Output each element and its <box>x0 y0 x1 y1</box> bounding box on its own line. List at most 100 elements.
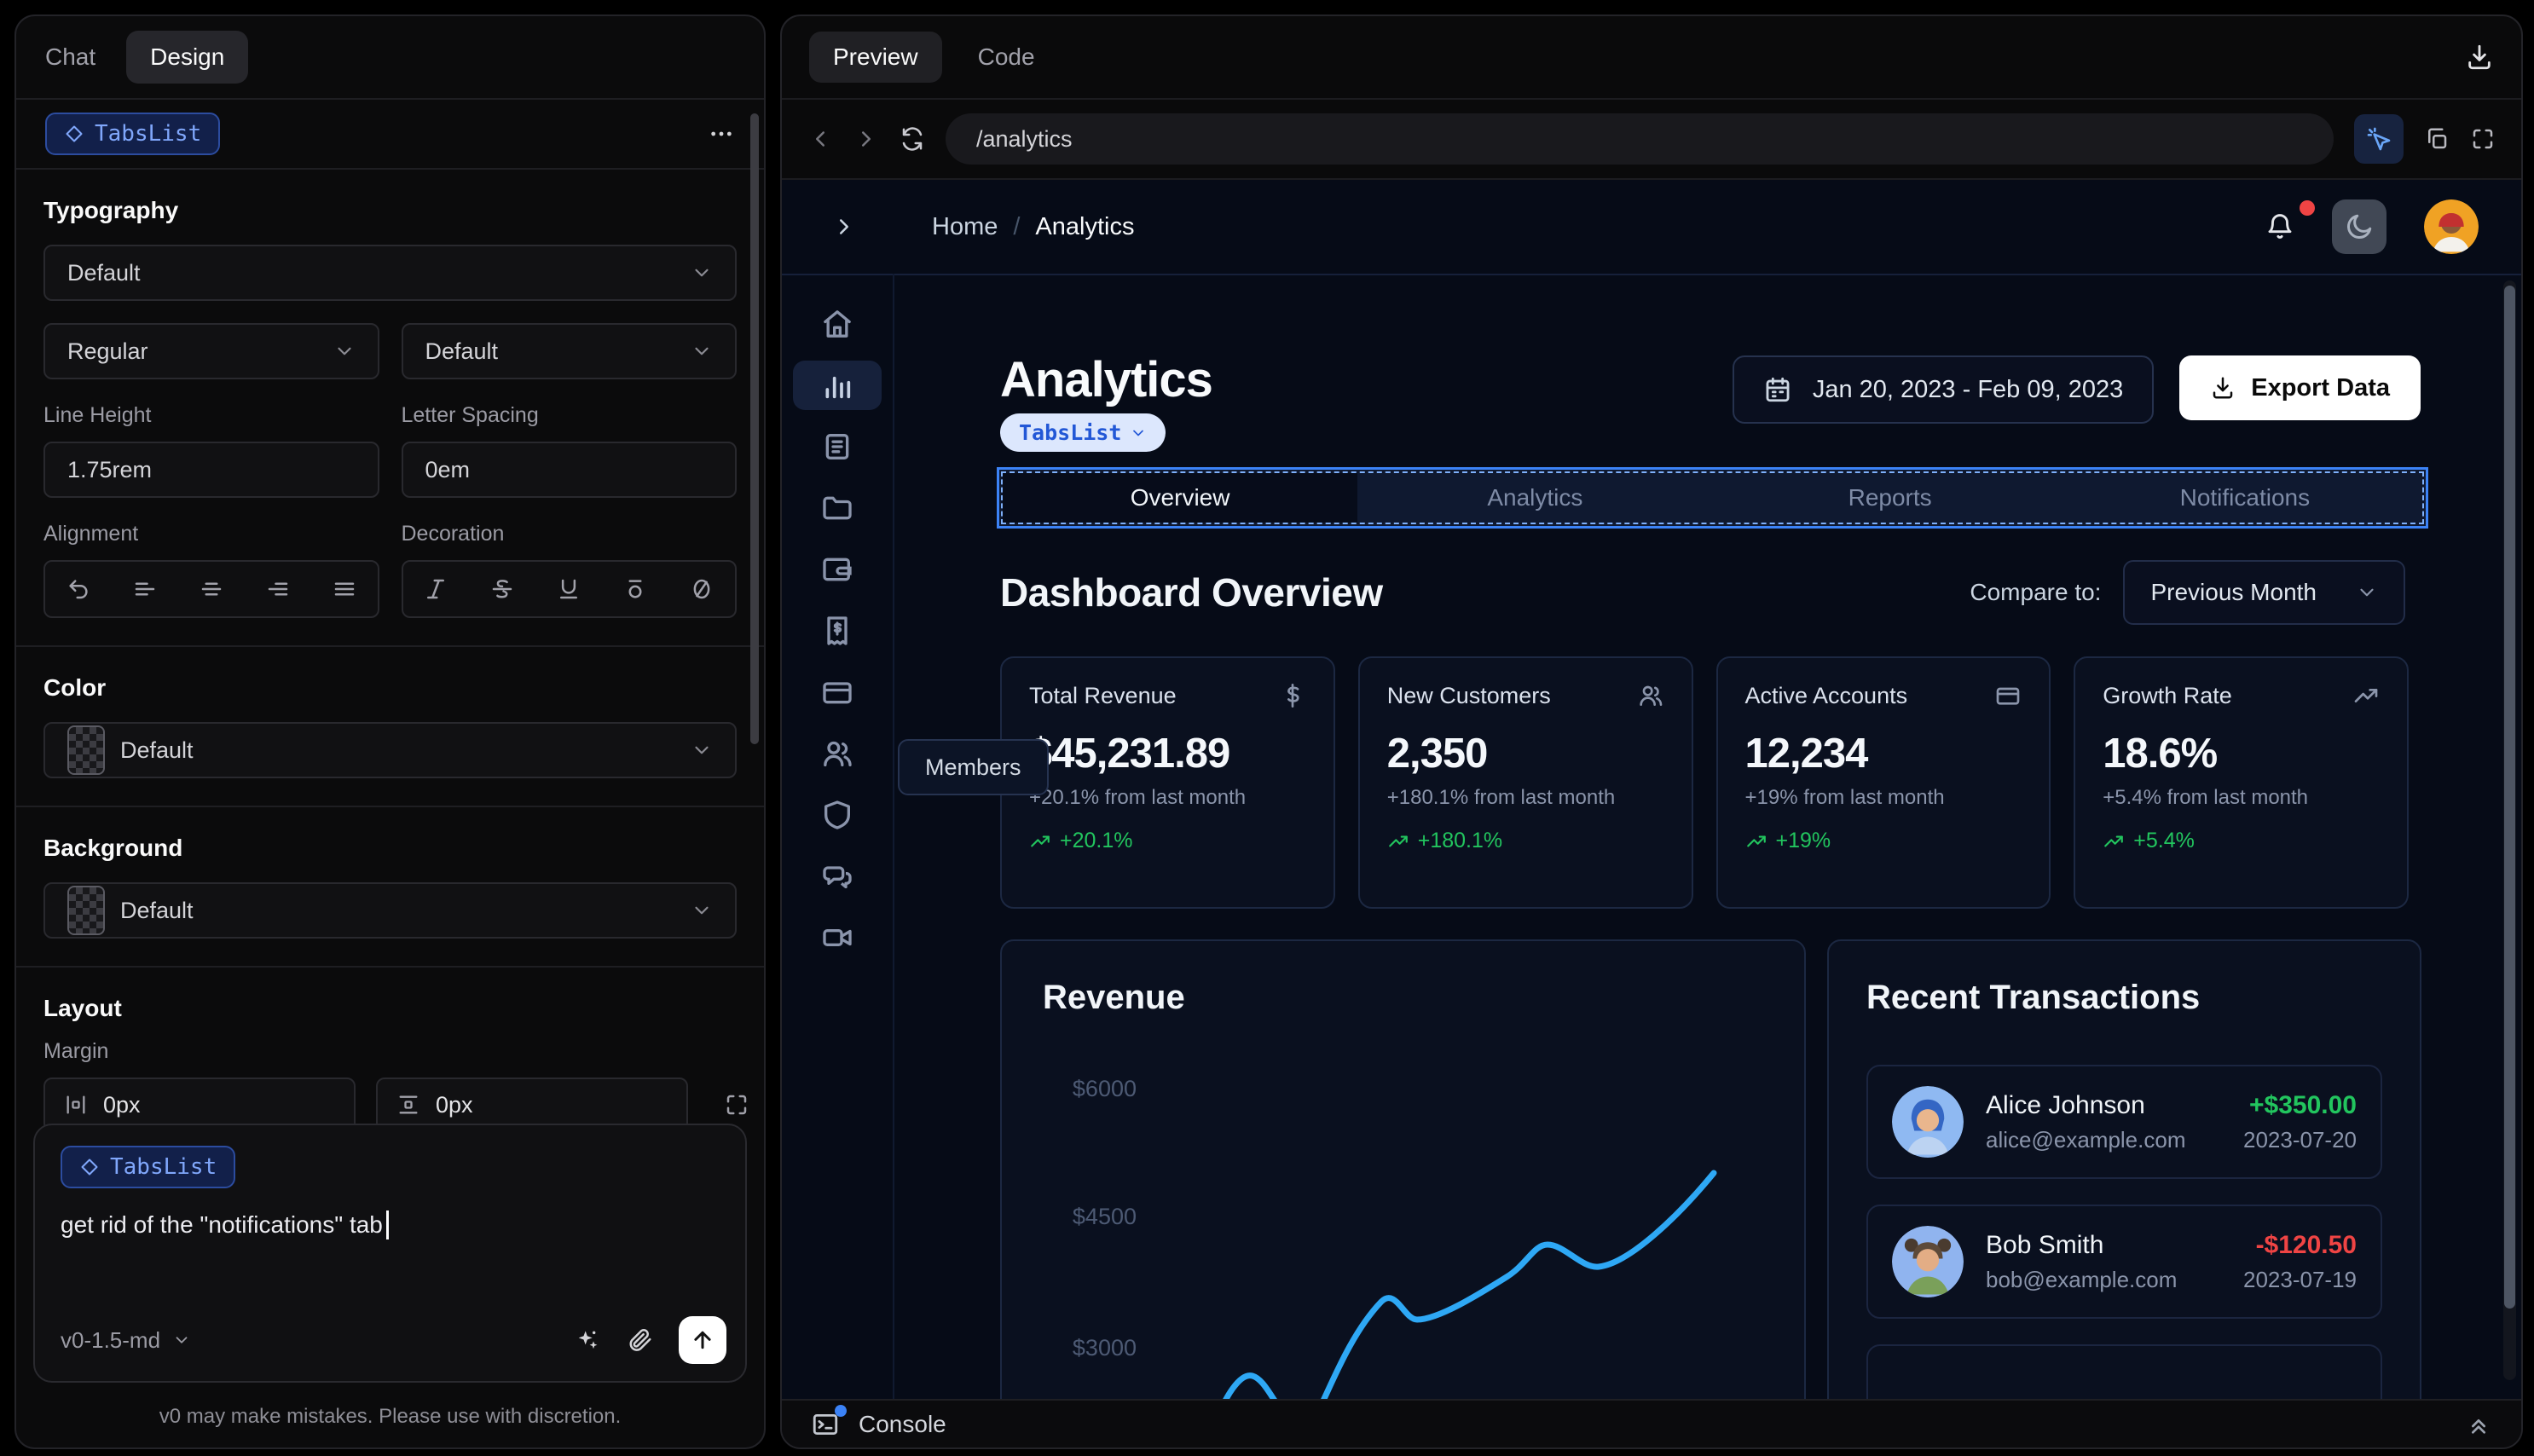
margin-horizontal-icon <box>67 1095 85 1114</box>
component-badge[interactable]: TabsList <box>1000 413 1166 452</box>
arrow-up-icon <box>694 1331 711 1349</box>
revenue-line-chart <box>1223 1170 1717 1399</box>
stat-subtext: +20.1% from last month <box>1029 786 1247 809</box>
theme-toggle-button[interactable] <box>2332 199 2386 254</box>
transaction-row[interactable]: Alice Johnson alice@example.com +$350.00… <box>1866 1065 2382 1179</box>
shield-icon <box>824 800 850 829</box>
sidebar-item-members[interactable] <box>793 729 882 778</box>
align-center-icon[interactable] <box>199 576 224 602</box>
app-sidebar <box>782 274 894 1399</box>
model-selector[interactable]: v0-1.5-md <box>61 1327 191 1354</box>
refresh-icon[interactable] <box>900 126 925 152</box>
download-icon <box>2213 377 2233 399</box>
video-icon <box>823 928 852 947</box>
composer-component-chip[interactable]: TabsList <box>61 1146 236 1188</box>
tab-reports[interactable]: Reports <box>1848 484 1932 511</box>
url-input[interactable]: /analytics <box>946 113 2334 165</box>
compare-select[interactable]: Previous Month <box>2123 560 2405 625</box>
sidebar-item-billing[interactable] <box>793 606 882 656</box>
background-select[interactable]: Default <box>43 882 737 939</box>
sidebar-item-files[interactable] <box>793 483 882 533</box>
date-range-picker[interactable]: Jan 20, 2023 - Feb 09, 2023 <box>1732 355 2155 424</box>
sparkles-icon[interactable] <box>573 1326 600 1354</box>
color-section-label: Color <box>43 674 107 701</box>
transaction-name: Bob Smith <box>1986 1230 2104 1259</box>
download-icon[interactable] <box>2465 43 2494 72</box>
prompt-composer[interactable]: TabsList get rid of the "notifications" … <box>33 1124 747 1383</box>
fullscreen-icon[interactable] <box>2470 126 2496 152</box>
underline-icon[interactable] <box>556 576 581 602</box>
sidebar-item-video[interactable] <box>793 913 882 962</box>
undo-icon[interactable] <box>66 576 91 602</box>
tab-preview[interactable]: Preview <box>809 32 942 83</box>
selected-component-chip[interactable]: TabsList <box>45 113 221 155</box>
tab-design[interactable]: Design <box>126 31 249 84</box>
back-icon[interactable] <box>807 126 833 152</box>
align-justify-icon[interactable] <box>332 576 357 602</box>
preview-panel: Preview Code /analytics Home / <box>780 14 2523 1449</box>
export-data-button[interactable]: Export Data <box>2179 355 2421 420</box>
text-caret <box>385 1210 389 1239</box>
color-swatch <box>67 725 105 775</box>
preview-scrollbar-thumb[interactable] <box>2504 286 2515 1309</box>
font-weight-select[interactable]: Regular <box>43 323 379 379</box>
y-axis-tick: $6000 <box>1072 1076 1137 1101</box>
align-left-icon[interactable] <box>132 576 158 602</box>
preview-scrollbar[interactable] <box>2503 280 2516 1380</box>
font-size-select[interactable]: Default <box>401 323 737 379</box>
home-icon <box>824 310 851 338</box>
attachment-icon[interactable] <box>628 1327 653 1353</box>
sidebar-item-analytics[interactable] <box>793 361 882 410</box>
console-bar[interactable]: Console <box>782 1399 2521 1447</box>
margin-vertical-icon <box>399 1095 418 1114</box>
expand-sides-icon[interactable] <box>724 1092 749 1118</box>
decoration-label: Decoration <box>401 522 505 546</box>
tab-overview[interactable]: Overview <box>1003 473 1358 523</box>
user-avatar[interactable] <box>2424 199 2479 254</box>
tab-code[interactable]: Code <box>977 43 1035 70</box>
letter-spacing-label: Letter Spacing <box>401 403 539 427</box>
color-select[interactable]: Default <box>43 722 737 778</box>
sidebar-item-home[interactable] <box>793 299 882 349</box>
chevrons-up-icon[interactable] <box>2465 1411 2492 1438</box>
page-title: Analytics <box>1000 352 1213 407</box>
tab-analytics[interactable]: Analytics <box>1487 484 1583 511</box>
breadcrumb-home[interactable]: Home <box>932 212 998 240</box>
italic-icon[interactable] <box>423 576 448 602</box>
sidebar-expand-icon[interactable] <box>831 214 857 240</box>
transaction-row[interactable]: Bob Smith bob@example.com -$120.50 2023-… <box>1866 1205 2382 1319</box>
inspect-mode-button[interactable] <box>2354 114 2404 164</box>
chevron-down-icon <box>337 347 351 355</box>
letter-spacing-input[interactable]: 0em <box>401 442 737 498</box>
line-height-input[interactable]: 1.75rem <box>43 442 379 498</box>
divider <box>16 806 764 807</box>
copy-icon[interactable] <box>2424 126 2450 152</box>
panel-scrollbar[interactable] <box>750 113 759 744</box>
transaction-row[interactable] <box>1866 1344 2382 1399</box>
more-menu-icon[interactable] <box>708 120 735 147</box>
sidebar-item-wallet[interactable] <box>793 545 882 594</box>
notification-dot <box>2300 200 2315 216</box>
margin-x-input[interactable]: 0px <box>43 1078 356 1132</box>
sidebar-item-cards[interactable] <box>793 667 882 717</box>
font-select-value: Default <box>67 259 141 286</box>
composer-input[interactable]: get rid of the "notifications" tab <box>61 1210 720 1239</box>
tab-notifications[interactable]: Notifications <box>2179 484 2311 511</box>
credit-card-icon <box>823 682 852 704</box>
font-select[interactable]: Default <box>43 245 737 301</box>
no-decoration-icon[interactable] <box>689 576 714 602</box>
sidebar-item-messages[interactable] <box>793 852 882 901</box>
transaction-date: 2023-07-19 <box>2243 1266 2357 1292</box>
align-right-icon[interactable] <box>265 576 291 602</box>
wallet-icon <box>823 558 852 581</box>
sidebar-item-news[interactable] <box>793 422 882 471</box>
send-button[interactable] <box>679 1316 726 1364</box>
overline-icon[interactable] <box>622 576 648 602</box>
notifications-button[interactable] <box>2265 200 2315 241</box>
tab-chat[interactable]: Chat <box>45 43 96 70</box>
decoration-toolbar <box>401 560 737 618</box>
strikethrough-icon[interactable] <box>489 576 515 602</box>
sidebar-item-security[interactable] <box>793 790 882 840</box>
forward-icon[interactable] <box>853 126 879 152</box>
compare-value: Previous Month <box>2150 579 2317 605</box>
